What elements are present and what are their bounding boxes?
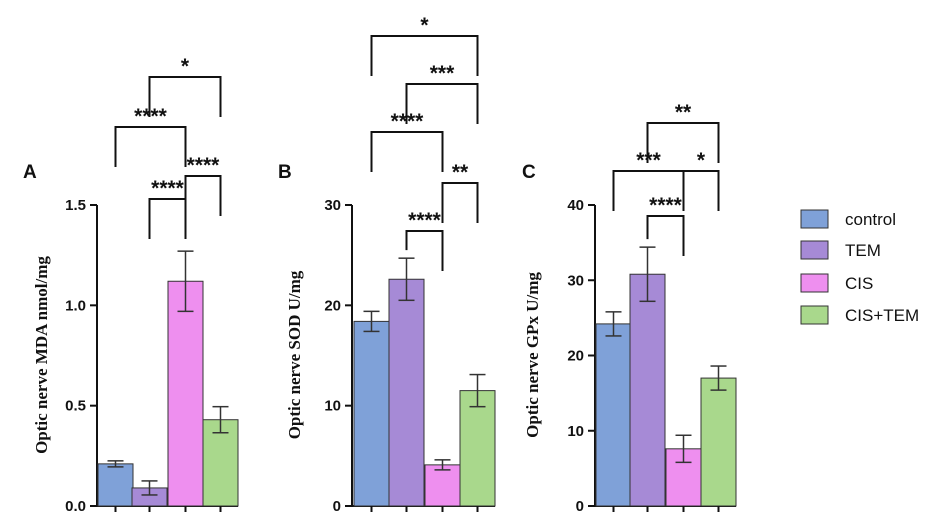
bar-tem — [388, 278, 425, 507]
y-axis-title: Optic nerve GPx U/mg — [523, 272, 542, 438]
y-axis-title: Optic nerve SOD U/mg — [285, 270, 304, 439]
y-tick-label: 30 — [567, 272, 584, 289]
significance-bracket — [148, 76, 222, 117]
y-tick-label: 0 — [576, 498, 584, 515]
significance-label: * — [697, 149, 706, 172]
significance-label: * — [181, 55, 190, 78]
y-tick-label: 1.0 — [65, 297, 86, 314]
y-tick-label: 0 — [333, 498, 341, 515]
legend-label: CIS+TEM — [845, 306, 919, 325]
significance-label: **** — [134, 105, 168, 128]
significance-bracket — [370, 131, 444, 172]
significance-bracket — [405, 83, 479, 124]
significance-label: ** — [452, 161, 469, 184]
significance-bracket — [646, 215, 685, 256]
y-tick-label: 0.0 — [65, 498, 86, 515]
significance-label: *** — [430, 62, 455, 85]
legend-label: TEM — [845, 241, 881, 260]
significance-label: *** — [636, 149, 661, 172]
y-tick-label: 20 — [324, 297, 341, 314]
bar-control — [595, 323, 632, 507]
significance-bracket — [441, 182, 479, 223]
legend-label: control — [845, 210, 896, 229]
legend-swatch-tem — [800, 240, 829, 260]
significance-bracket — [370, 35, 479, 76]
y-tick-label: 40 — [567, 197, 584, 214]
y-tick-label: 20 — [567, 348, 584, 365]
bar-control — [353, 320, 390, 507]
bar-control — [97, 463, 134, 507]
significance-label: **** — [408, 209, 442, 232]
significance-label: **** — [187, 154, 221, 177]
significance-bracket — [184, 175, 222, 216]
panel-letter: C — [522, 162, 536, 183]
y-tick-label: 10 — [567, 423, 584, 440]
panel-letter: A — [23, 162, 37, 183]
bar-cis — [167, 280, 204, 507]
significance-bracket — [148, 198, 187, 239]
legend-swatch-control — [800, 209, 829, 229]
y-tick-label: 1.5 — [65, 197, 86, 214]
significance-label: ** — [675, 101, 692, 124]
bar-cis-tem — [459, 390, 496, 507]
significance-bracket — [682, 170, 720, 211]
y-axis-title: Optic nerve MDA nmol/mg — [32, 256, 51, 454]
y-tick-label: 0.5 — [65, 398, 86, 415]
bar-tem — [629, 273, 666, 507]
significance-bracket — [114, 126, 187, 167]
legend: control TEM CIS CIS+TEM — [800, 209, 919, 325]
bar-cis — [424, 464, 461, 507]
significance-label: * — [420, 14, 429, 37]
bar-cis-tem — [700, 377, 737, 507]
panel-letter: B — [278, 162, 292, 183]
y-tick-label: 10 — [324, 398, 341, 415]
legend-swatch-cis-tem — [800, 305, 829, 325]
significance-label: **** — [649, 194, 683, 217]
significance-bracket — [646, 122, 720, 163]
y-tick-label: 30 — [324, 197, 341, 214]
significance-bracket — [405, 230, 444, 271]
significance-label: **** — [151, 177, 185, 200]
legend-swatch-cis — [800, 273, 829, 293]
legend-label: CIS — [845, 274, 873, 293]
